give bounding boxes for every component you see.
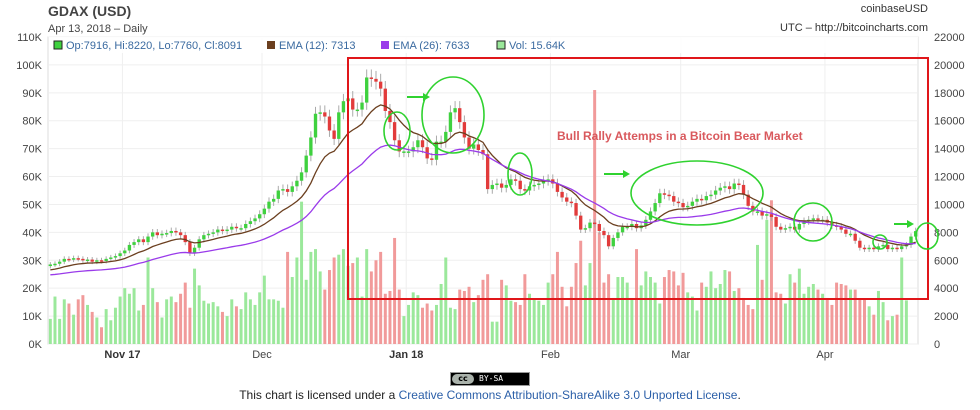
left-axis-tick: 90K bbox=[22, 88, 42, 100]
legend-ema26-swatch bbox=[381, 41, 389, 49]
cc-by-sa-label: BY-SA bbox=[479, 374, 504, 383]
left-axis-tick: 20K bbox=[22, 283, 42, 295]
right-axis-tick: 12000 bbox=[934, 172, 965, 184]
left-axis-tick: 100K bbox=[16, 60, 42, 72]
legend-ohlc: Op:7916, Hi:8220, Lo:7760, Cl:8091 bbox=[66, 40, 242, 52]
grid bbox=[47, 36, 919, 345]
highlight-ellipses bbox=[383, 76, 939, 250]
right-axis-tick: 8000 bbox=[934, 227, 958, 239]
x-axis: Nov 17 Dec Jan 18 Feb Mar Apr bbox=[104, 349, 833, 361]
volume-bars bbox=[48, 90, 908, 344]
legend-ema26: EMA (26): 7633 bbox=[393, 40, 469, 52]
legend-ema12: EMA (12): 7313 bbox=[279, 40, 355, 52]
right-axis: 0 2000 4000 6000 8000 10000 12000 14000 16000 180… bbox=[934, 32, 965, 351]
annotation-text: Bull Rally Attemps in a Bitcoin Bear Mar… bbox=[557, 129, 803, 143]
data-source: coinbaseUSD bbox=[860, 3, 928, 15]
x-axis-tick: Dec bbox=[252, 349, 272, 361]
bear-market-box bbox=[347, 57, 929, 300]
highlight-ellipse bbox=[630, 160, 764, 226]
legend: Op:7916, Hi:8220, Lo:7760, Cl:8091 EMA (… bbox=[49, 37, 918, 53]
highlight-ellipse bbox=[383, 111, 411, 151]
timezone-source: UTC – http://bitcoincharts.com bbox=[780, 22, 928, 34]
left-axis: 0K 10K 20K 30K 40K 50K 60K 70K 80K 90K 100K 110K bbox=[16, 32, 42, 351]
license-text: This chart is licensed under a bbox=[239, 388, 399, 402]
left-axis-tick: 0K bbox=[29, 339, 43, 351]
cc-icon: cc bbox=[452, 374, 474, 384]
license-footer: This chart is licensed under a Creative … bbox=[0, 388, 980, 402]
x-axis-tick: Mar bbox=[671, 349, 690, 361]
right-axis-tick: 4000 bbox=[934, 283, 958, 295]
right-axis-tick: 16000 bbox=[934, 116, 965, 128]
license-link[interactable]: Creative Commons Attribution-ShareAlike … bbox=[398, 388, 738, 402]
left-axis-tick: 10K bbox=[22, 311, 42, 323]
highlight-ellipse bbox=[793, 202, 833, 242]
left-axis-tick: 60K bbox=[22, 172, 42, 184]
legend-ohlc-swatch bbox=[53, 40, 63, 50]
chart-subtitle: Apr 13, 2018 – Daily bbox=[48, 23, 148, 35]
left-axis-tick: 80K bbox=[22, 116, 42, 128]
left-axis-tick: 40K bbox=[22, 227, 42, 239]
x-axis-tick: Nov 17 bbox=[104, 349, 140, 361]
right-axis-tick: 10000 bbox=[934, 199, 965, 211]
x-axis-tick: Feb bbox=[541, 349, 560, 361]
x-axis-tick: Apr bbox=[816, 349, 833, 361]
right-axis-tick: 6000 bbox=[934, 255, 958, 267]
candles bbox=[48, 69, 918, 269]
x-axis-tick: Jan 18 bbox=[389, 349, 423, 361]
highlight-arrows bbox=[407, 93, 914, 228]
highlight-ellipse bbox=[507, 152, 533, 196]
chart-title: GDAX (USD) bbox=[48, 3, 132, 19]
left-axis-tick: 30K bbox=[22, 255, 42, 267]
legend-vol-swatch bbox=[496, 40, 506, 50]
cc-license-badge[interactable]: cc BY-SA bbox=[450, 372, 530, 386]
license-end: . bbox=[737, 388, 741, 402]
right-axis-tick: 18000 bbox=[934, 88, 965, 100]
left-axis-tick: 70K bbox=[22, 144, 42, 156]
right-axis-tick: 14000 bbox=[934, 144, 965, 156]
highlight-ellipse bbox=[915, 222, 939, 250]
highlight-ellipse bbox=[872, 234, 888, 250]
ema26-line bbox=[50, 144, 916, 276]
right-axis-tick: 20000 bbox=[934, 60, 965, 72]
right-axis-tick: 2000 bbox=[934, 311, 958, 323]
left-axis-tick: 50K bbox=[22, 199, 42, 211]
legend-ema12-swatch bbox=[267, 41, 275, 49]
right-axis-tick: 0 bbox=[934, 339, 940, 351]
left-axis-tick: 110K bbox=[17, 32, 43, 44]
highlight-ellipse bbox=[421, 76, 485, 154]
right-axis-tick: 22000 bbox=[934, 32, 965, 44]
legend-volume: Vol: 15.64K bbox=[509, 40, 566, 52]
ema12-line bbox=[50, 104, 916, 271]
candlestick-chart: 0K 10K 20K 30K 40K 50K 60K 70K 80K 90K 100K 110K 0 2… bbox=[16, 32, 965, 361]
